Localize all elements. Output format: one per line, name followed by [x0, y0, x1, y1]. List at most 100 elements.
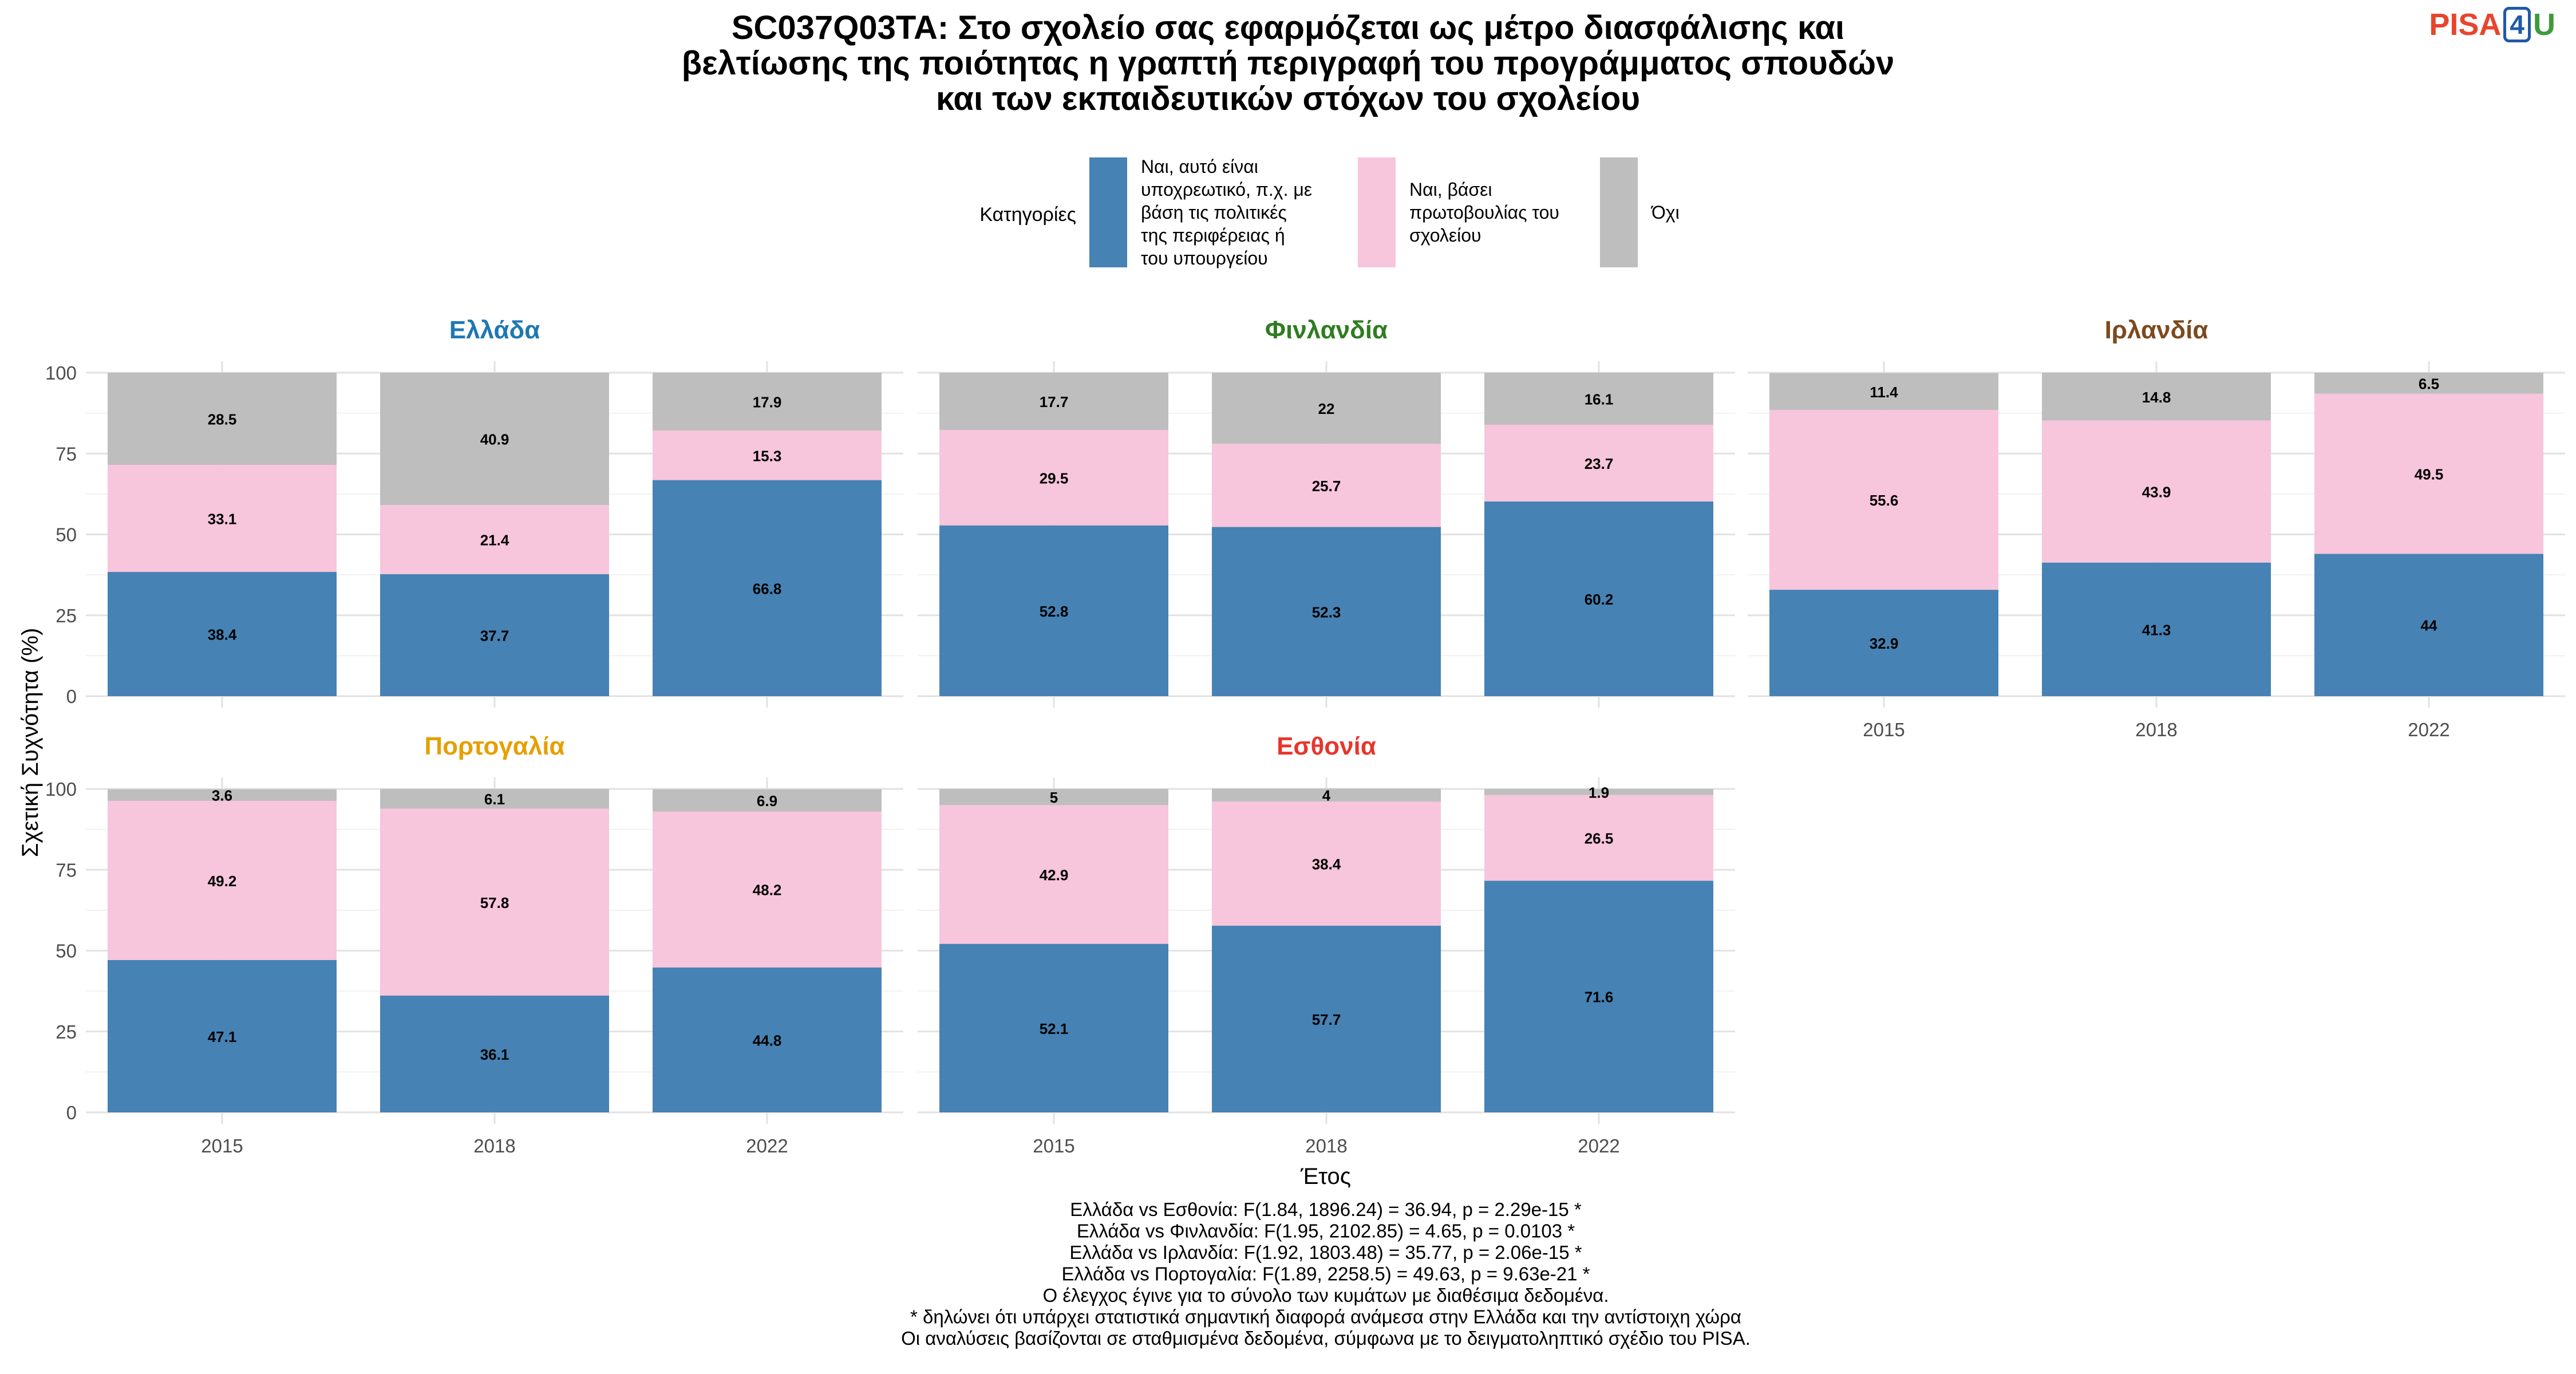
footnote-line: Ο έλεγχος έγινε για το σύνολο των κυμάτω…: [1043, 1285, 1609, 1306]
data-label: 44.8: [753, 1032, 782, 1049]
data-label: 55.6: [1870, 492, 1899, 509]
panel-title: Ελλάδα: [449, 316, 540, 344]
bar-segment: [380, 996, 609, 1112]
bar-segment: [1212, 444, 1441, 527]
bar-segment: [653, 967, 882, 1112]
x-tick-label: 2022: [2408, 719, 2449, 740]
data-label: 11.4: [1870, 384, 1898, 401]
data-label: 36.1: [480, 1046, 509, 1063]
y-tick-label: 50: [56, 524, 77, 546]
data-label: 47.1: [208, 1028, 237, 1045]
bar-segment: [1212, 373, 1441, 444]
data-label: 71.6: [1585, 989, 1614, 1006]
y-tick-label: 50: [56, 941, 77, 962]
legend-label: υποχρεωτικό, π.χ. με: [1141, 179, 1312, 200]
bar-segment: [1212, 788, 1441, 802]
data-label: 52.1: [1040, 1020, 1069, 1037]
y-tick-label: 75: [56, 859, 77, 881]
data-label: 25.7: [1312, 477, 1341, 495]
data-label: 23.7: [1585, 455, 1614, 472]
x-tick-label: 2015: [1863, 719, 1905, 740]
data-label: 6.1: [484, 791, 505, 808]
data-label: 38.4: [1312, 856, 1341, 873]
bar-segment: [1484, 881, 1713, 1112]
x-tick-label: 2022: [746, 1135, 788, 1156]
data-label: 22: [1318, 400, 1335, 417]
data-label: 29.5: [1040, 469, 1069, 487]
data-label: 57.8: [480, 894, 509, 911]
data-label: 66.8: [753, 580, 782, 597]
data-label: 60.2: [1585, 591, 1614, 608]
data-label: 49.5: [2415, 466, 2444, 483]
data-label: 17.7: [1040, 393, 1069, 410]
y-axis-title: Σχετική Συχνότητα (%): [18, 628, 43, 858]
data-label: 5: [1050, 789, 1058, 806]
bar-segment: [2042, 373, 2271, 421]
bar-segment: [939, 525, 1168, 696]
data-label: 52.8: [1040, 603, 1069, 620]
y-tick-label: 25: [56, 1021, 77, 1043]
footnote-line: Ελλάδα vs Ιρλανδία: F(1.92, 1803.48) = 3…: [1069, 1242, 1582, 1263]
data-label: 1.9: [1589, 784, 1609, 801]
y-tick-label: 0: [66, 1102, 77, 1123]
x-tick-label: 2022: [1578, 1135, 1619, 1156]
logo-u-text: U: [2533, 7, 2555, 42]
data-label: 17.9: [753, 394, 782, 411]
data-label: 48.2: [753, 882, 782, 899]
data-label: 26.5: [1585, 830, 1614, 847]
legend-swatch: [1600, 157, 1638, 267]
legend-label: βάση τις πολιτικές: [1141, 202, 1287, 223]
bar-segment: [108, 373, 337, 465]
footnote-line: Ελλάδα vs Φινλανδία: F(1.95, 2102.85) = …: [1077, 1221, 1575, 1242]
bar-segment: [939, 805, 1168, 944]
data-label: 40.9: [480, 431, 509, 448]
bar-segment: [939, 789, 1168, 806]
y-tick-label: 25: [56, 605, 77, 626]
y-tick-label: 100: [45, 362, 77, 384]
footnote-line: * δηλώνει ότι υπάρχει στατιστικά σημαντι…: [910, 1306, 1741, 1328]
x-tick-label: 2015: [1033, 1135, 1074, 1156]
legend-label: Ναι, βάσει: [1409, 179, 1492, 200]
bar-segment: [1769, 590, 1998, 696]
panel-title: Εσθονία: [1277, 732, 1376, 760]
panel-title: Ιρλανδία: [2105, 316, 2208, 344]
bar-segment: [939, 373, 1168, 431]
bar-segment: [2314, 393, 2543, 554]
bar-segment: [1769, 373, 1998, 410]
bar-segment: [1484, 789, 1713, 795]
legend-label: Ναι, αυτό είναι: [1141, 156, 1258, 177]
bar-segment: [1212, 925, 1441, 1112]
bar-segment: [2314, 554, 2543, 696]
bar-segment: [939, 943, 1168, 1112]
data-label: 38.4: [208, 626, 237, 643]
bar-segment: [1484, 501, 1713, 696]
data-label: 16.1: [1585, 390, 1614, 408]
bar-segment: [1212, 802, 1441, 926]
data-label: 28.5: [208, 411, 237, 428]
bar-segment: [380, 505, 609, 574]
bar-segment: [1484, 373, 1713, 425]
footnote-line: Ελλάδα vs Πορτογαλία: F(1.89, 2258.5) = …: [1061, 1264, 1590, 1285]
chart-title-line: SC037Q03TA: Στο σχολείο σας εφαρμόζεται …: [732, 9, 1844, 46]
panel-title: Φινλανδία: [1265, 316, 1388, 344]
bar-segment: [653, 373, 882, 431]
bar-segment: [108, 789, 337, 801]
bar-segment: [380, 574, 609, 696]
data-label: 52.3: [1312, 603, 1341, 621]
data-label: 44: [2421, 617, 2437, 634]
y-tick-label: 0: [66, 686, 77, 707]
legend-label: πρωτοβουλίας του: [1409, 202, 1559, 223]
footnote-line: Ελλάδα vs Εσθονία: F(1.84, 1896.24) = 36…: [1070, 1199, 1582, 1220]
data-label: 14.8: [2142, 389, 2171, 406]
bar-segment: [380, 808, 609, 996]
pisa4u-logo: PISA 4 U: [2429, 7, 2555, 42]
data-label: 4: [1322, 787, 1331, 804]
data-label: 42.9: [1040, 866, 1069, 883]
y-tick-label: 100: [45, 779, 77, 800]
data-label: 33.1: [208, 511, 237, 528]
legend-swatch: [1358, 157, 1396, 267]
legend-swatch: [1089, 157, 1127, 267]
bar-segment: [108, 465, 337, 572]
data-label: 43.9: [2142, 484, 2171, 501]
